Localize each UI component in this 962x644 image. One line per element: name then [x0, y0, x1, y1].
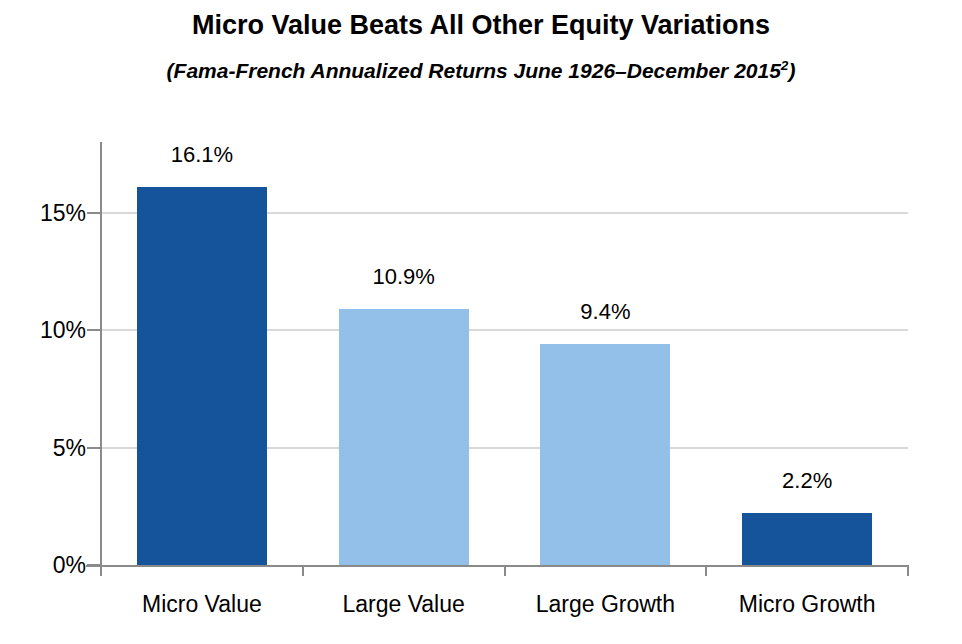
- bar: [540, 344, 670, 565]
- x-category-label: Micro Growth: [706, 589, 908, 619]
- y-tick: [87, 212, 100, 214]
- y-tick-label: 10%: [0, 315, 86, 345]
- y-tick-label: 5%: [0, 433, 86, 463]
- plot-area: 16.1%Micro Value10.9%Large Value9.4%Larg…: [101, 142, 908, 565]
- bar-value-label: 16.1%: [101, 141, 303, 169]
- chart-subtitle-close: ): [788, 59, 795, 82]
- x-category-label: Micro Value: [101, 589, 303, 619]
- y-tick-label: 0%: [0, 550, 86, 580]
- bar-value-label: 2.2%: [706, 467, 908, 495]
- chart-title: Micro Value Beats All Other Equity Varia…: [0, 10, 962, 41]
- chart-subtitle-text: (Fama-French Annualized Returns June 192…: [167, 59, 781, 82]
- bar: [137, 187, 267, 565]
- y-axis-line: [100, 142, 102, 575]
- y-axis-labels: 0%5%10%15%: [0, 142, 86, 565]
- x-category-label: Large Growth: [505, 589, 707, 619]
- x-category-label: Large Value: [303, 589, 505, 619]
- chart-subtitle: (Fama-French Annualized Returns June 192…: [0, 58, 962, 83]
- bar: [742, 513, 872, 565]
- y-tick: [87, 447, 100, 449]
- bar-chart: Micro Value Beats All Other Equity Varia…: [0, 0, 962, 644]
- y-tick-label: 15%: [0, 198, 86, 228]
- bar: [339, 309, 469, 565]
- y-tick: [87, 329, 100, 331]
- bar-value-label: 9.4%: [505, 298, 707, 326]
- bar-value-label: 10.9%: [303, 263, 505, 291]
- x-axis-line: [86, 565, 908, 567]
